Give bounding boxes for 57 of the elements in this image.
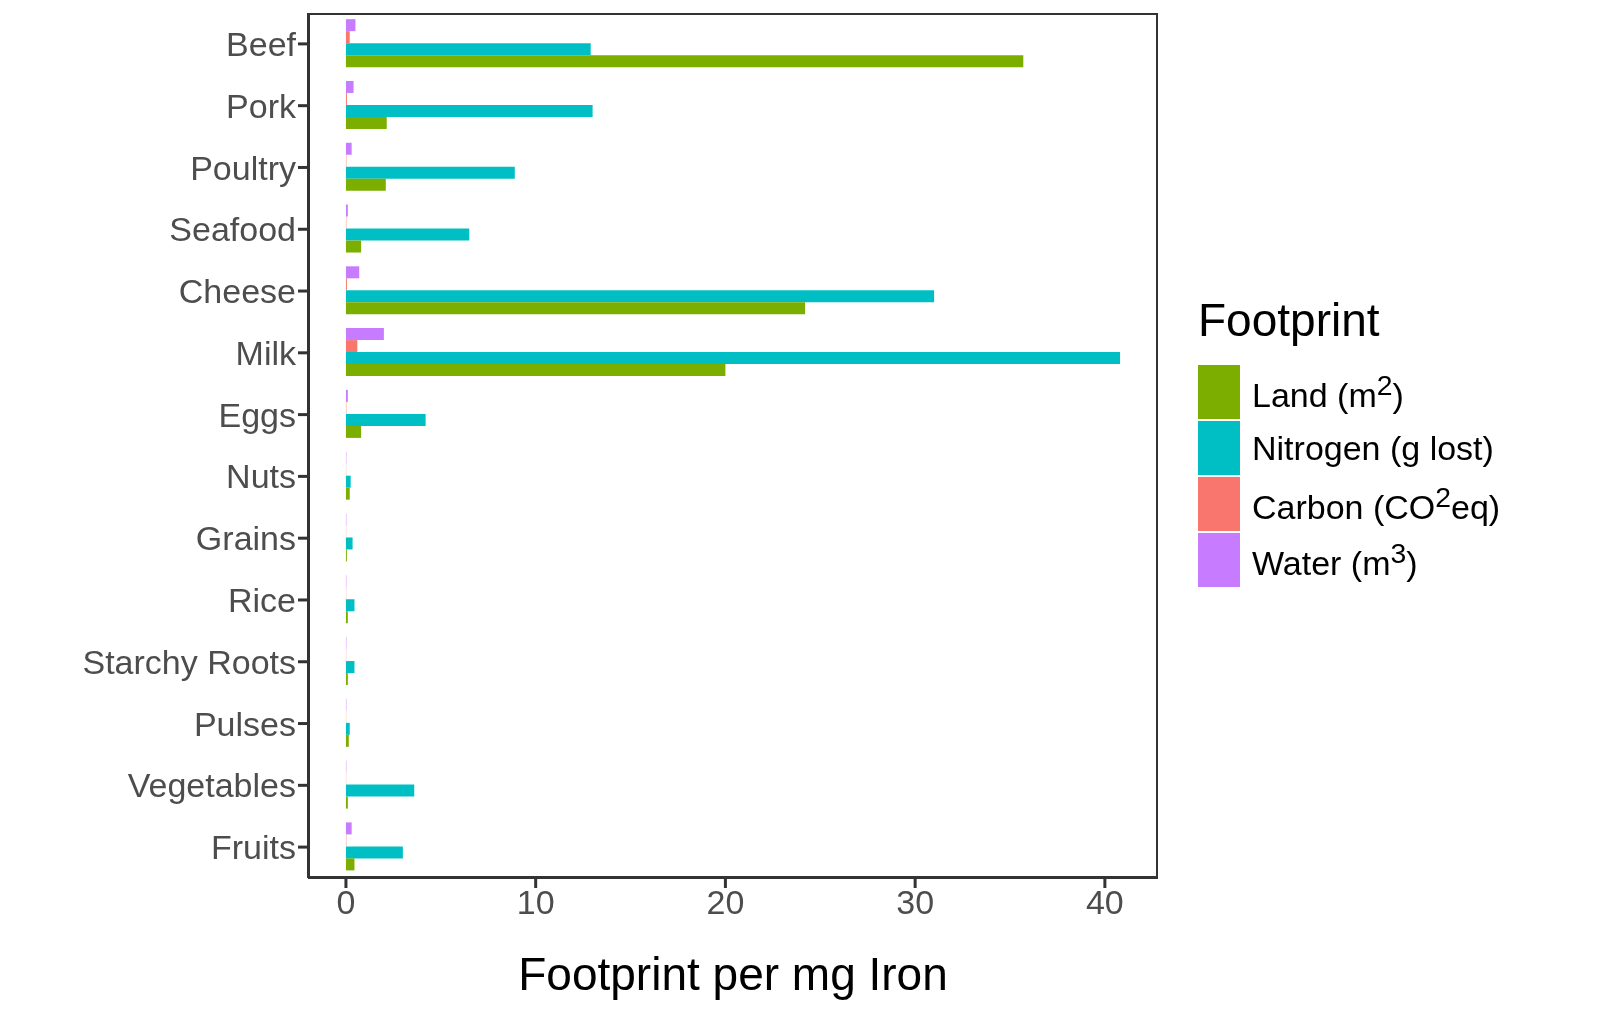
bar <box>345 822 352 835</box>
y-tick-label: Starchy Roots <box>82 642 296 681</box>
bar <box>345 240 362 253</box>
y-tick-label: Eggs <box>218 395 296 434</box>
bar <box>345 537 353 550</box>
x-tick-label: 20 <box>706 883 745 922</box>
bar <box>345 266 360 279</box>
bar <box>345 116 387 129</box>
legend-title: Footprint <box>1198 293 1381 347</box>
legend-label: Land (m$^{2}$) <box>1252 368 1404 416</box>
bar <box>345 599 355 612</box>
bar <box>345 734 349 747</box>
x-axis-title: Footprint per mg Iron <box>518 948 948 1000</box>
y-tick-label: Pulses <box>193 704 296 743</box>
bar <box>345 475 351 488</box>
bar <box>345 55 1024 68</box>
bar <box>345 425 362 438</box>
y-tick-label: Nuts <box>226 457 296 496</box>
bar <box>345 340 358 353</box>
bar <box>345 328 384 341</box>
bar <box>345 302 806 315</box>
legend-label: Carbon (CO$^{2}$eq) <box>1252 480 1501 528</box>
legend-label: Water (m$^{3}$) <box>1252 536 1418 584</box>
y-tick-label: Rice <box>227 581 296 620</box>
y-tick-label: Cheese <box>178 272 296 311</box>
y-tick-label: Poultry <box>190 148 296 187</box>
y-tick-label: Vegetables <box>127 766 296 805</box>
bar <box>345 661 355 674</box>
y-tick-label: Pork <box>226 86 297 125</box>
bar <box>345 413 426 426</box>
bar <box>345 784 415 797</box>
bar <box>345 846 403 859</box>
legend-label: Nitrogen (g lost) <box>1252 428 1494 468</box>
bar <box>345 178 386 191</box>
bar <box>345 228 470 241</box>
x-tick-label: 10 <box>516 883 555 922</box>
x-tick-label: 30 <box>896 883 935 922</box>
y-tick-label: Seafood <box>169 210 296 249</box>
y-tick-label: Grains <box>195 519 296 558</box>
bar <box>345 352 1121 365</box>
bar <box>345 290 935 303</box>
bar <box>345 858 355 871</box>
x-tick-label: 0 <box>336 883 356 922</box>
bar <box>345 487 350 500</box>
bar <box>345 80 354 93</box>
x-tick-label: 40 <box>1085 883 1124 922</box>
bar <box>345 104 593 117</box>
bar <box>345 142 352 155</box>
bar <box>345 166 515 179</box>
bar <box>345 31 350 44</box>
bar <box>345 19 356 32</box>
y-tick-label: Beef <box>226 24 297 63</box>
bar <box>345 722 350 735</box>
y-tick-label: Milk <box>235 333 297 372</box>
y-tick-label: Fruits <box>211 828 296 867</box>
bar <box>345 364 726 377</box>
bar <box>345 43 591 56</box>
